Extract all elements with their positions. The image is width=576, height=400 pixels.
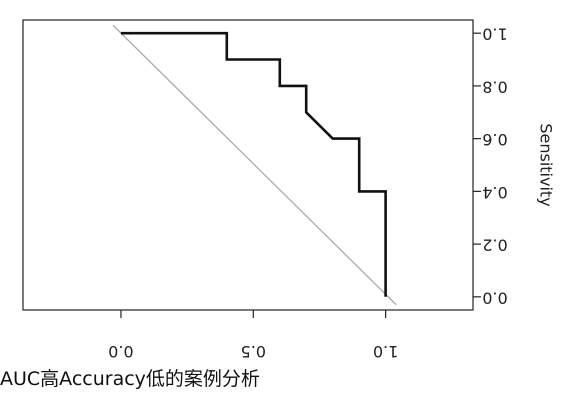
y-tick-label: 0.6 — [482, 130, 507, 149]
x-tick-label: 0.5 — [241, 342, 266, 361]
y-tick-label: 0.0 — [482, 288, 507, 307]
plot-frame — [22, 19, 474, 311]
y-tick-label: 0.2 — [482, 236, 507, 255]
diagonal-reference-line — [112, 24, 397, 306]
y-tick-label: 1.0 — [482, 25, 507, 44]
y-axis-title: Sensitivity — [537, 123, 556, 206]
x-tick-label: 1.0 — [373, 342, 398, 361]
x-tick-label: 0.0 — [108, 342, 133, 361]
y-tick-label: 0.4 — [482, 183, 507, 202]
y-tick-label: 0.8 — [482, 77, 507, 96]
caption: AUC高Accuracy低的案例分析 — [0, 368, 260, 390]
chart-marks: 0.0 0.5 1.0 0.0 0.2 0.4 0.6 0.8 1.0 Sensitivity — [108, 25, 555, 361]
roc-curve-line — [120, 31, 387, 297]
